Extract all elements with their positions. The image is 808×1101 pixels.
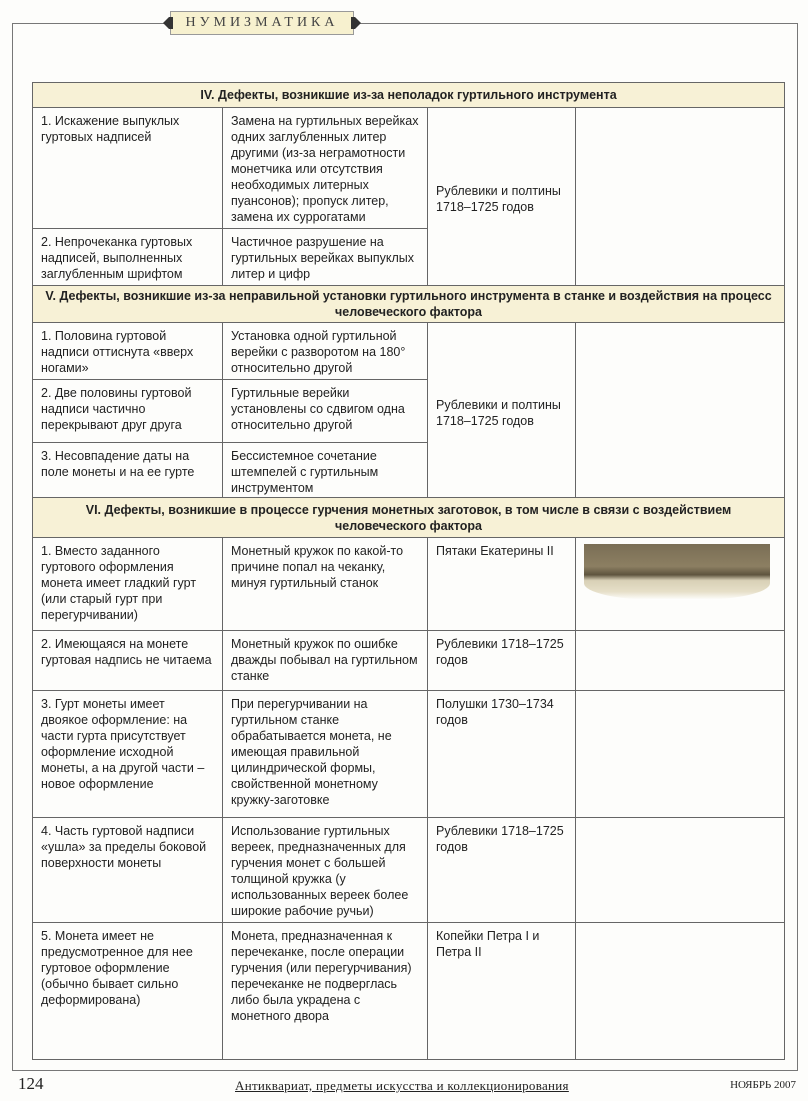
- coin-edge-photo: [584, 544, 770, 600]
- image-cell: [574, 690, 786, 818]
- coins-cell: Рублевики и полтины 1718–1725 годов: [427, 322, 576, 498]
- image-cell: [574, 322, 786, 498]
- page-number: 124: [18, 1074, 44, 1093]
- image-cell: [574, 630, 786, 691]
- cause-cell: Монетный кружок по ошибке дважды побывал…: [222, 630, 428, 691]
- page-frame: [12, 23, 798, 1071]
- cause-cell: Использование гуртильных вереек, предназ…: [222, 817, 428, 923]
- image-cell: [574, 537, 786, 631]
- table-row: 2. Имеющаяся на монете гуртовая надпись …: [32, 630, 786, 691]
- coins-cell: Рублевики 1718–1725 годов: [427, 630, 576, 691]
- defect-cell: 1. Вместо заданного гуртового оформления…: [32, 537, 223, 631]
- table-row: 1. Вместо заданного гуртового оформления…: [32, 537, 786, 631]
- section-title: V. Дефекты, возникшие из-за неправильной…: [31, 285, 786, 323]
- frame-rule: [358, 23, 797, 24]
- table-row: 4. Часть гуртовой надписи «ушла» за пред…: [32, 817, 786, 923]
- cause-cell: Гуртильные верейки установлены со сдвиго…: [222, 379, 428, 443]
- cause-cell: Частичное разрушение на гуртильных верей…: [222, 228, 428, 286]
- magazine-title: Антиквариат, предметы искусства и коллек…: [235, 1078, 569, 1093]
- section-title: VI. Дефекты, возникшие в процессе гурчен…: [31, 497, 786, 538]
- table-row: 3. Гурт монеты имеет двоякое оформление:…: [32, 690, 786, 818]
- defect-cell: 1. Искажение выпуклых гуртовых надписей: [32, 107, 223, 229]
- defect-cell: 2. Две половины гуртовой надписи частичн…: [32, 379, 223, 443]
- cause-cell: Монета, предназначенная к перечеканке, п…: [222, 922, 428, 1060]
- cause-cell: Установка одной гуртильной верейки с раз…: [222, 322, 428, 380]
- cause-cell: Бессистемное сочетание штемпелей с гурти…: [222, 442, 428, 498]
- cause-cell: Замена на гуртильных верейках одних загл…: [222, 107, 428, 229]
- section-title: IV. Дефекты, возникшие из-за неполадок г…: [31, 82, 786, 108]
- cause-cell: Монетный кружок по какой-то причине попа…: [222, 537, 428, 631]
- defects-table: IV. Дефекты, возникшие из-за неполадок г…: [31, 82, 786, 1060]
- image-cell: [574, 817, 786, 923]
- coins-cell: Рублевики и полтины 1718–1725 годов: [427, 107, 576, 286]
- defect-cell: 2. Имеющаяся на монете гуртовая надпись …: [32, 630, 223, 691]
- table-row: 1. Искажение выпуклых гуртовых надписей …: [32, 107, 786, 286]
- section-header: НУМИЗМАТИКА: [170, 11, 354, 35]
- coins-cell: Пятаки Екатерины II: [427, 537, 576, 631]
- defect-cell: 2. Непрочеканка гуртовых надписей, выпол…: [32, 228, 223, 286]
- image-cell: [574, 922, 786, 1060]
- image-cell: [574, 107, 786, 286]
- coins-cell: Полушки 1730–1734 годов: [427, 690, 576, 818]
- table-row: 1. Половина гуртовой надписи оттиснута «…: [32, 322, 786, 498]
- defect-cell: 3. Несовпадение даты на поле монеты и на…: [32, 442, 223, 498]
- frame-rule: [12, 23, 172, 24]
- table-row: 2. Две половины гуртовой надписи частичн…: [32, 379, 785, 443]
- defect-cell: 4. Часть гуртовой надписи «ушла» за пред…: [32, 817, 223, 923]
- table-row: 5. Монета имеет не предусмотренное для н…: [32, 922, 786, 1060]
- coins-cell: Копейки Петра I и Петра II: [427, 922, 576, 1060]
- coins-cell: Рублевики 1718–1725 годов: [427, 817, 576, 923]
- defect-cell: 5. Монета имеет не предусмотренное для н…: [32, 922, 223, 1060]
- issue-date: НОЯБРЬ 2007: [730, 1079, 796, 1091]
- defect-cell: 3. Гурт монеты имеет двоякое оформление:…: [32, 690, 223, 818]
- defect-cell: 1. Половина гуртовой надписи оттиснута «…: [32, 322, 223, 380]
- cause-cell: При перегурчивании на гуртильном станке …: [222, 690, 428, 818]
